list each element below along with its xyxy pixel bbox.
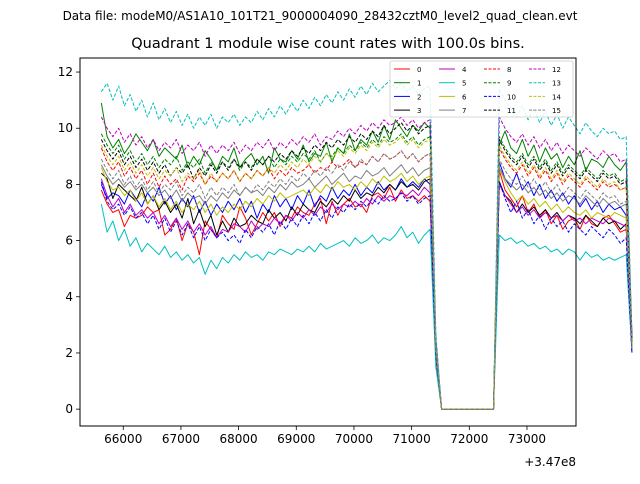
legend-label-3: 3 — [417, 107, 421, 115]
series-line-6 — [100, 167, 633, 410]
y-tick-label: 10 — [58, 121, 73, 135]
series-line-15 — [100, 150, 633, 410]
legend-label-9: 9 — [507, 80, 511, 88]
series-line-10 — [100, 181, 633, 410]
x-tick-label: 66000 — [104, 432, 142, 446]
series-line-0 — [100, 169, 633, 410]
legend-box — [389, 60, 574, 118]
chart-title: Quadrant 1 module wise count rates with … — [131, 36, 525, 52]
x-offset-label: +3.47e8 — [524, 455, 576, 469]
x-tick-label: 70000 — [335, 432, 373, 446]
legend-label-15: 15 — [552, 107, 561, 115]
y-tick-label: 12 — [58, 65, 73, 79]
series-line-4 — [100, 178, 633, 410]
suptitle: Data file: modeM0/AS1A10_101T21_90000040… — [63, 9, 578, 23]
legend-label-14: 14 — [552, 93, 561, 101]
series-line-1 — [100, 102, 633, 410]
legend-label-0: 0 — [417, 66, 421, 74]
x-tick-label: 67000 — [162, 432, 200, 446]
plot-lines — [100, 79, 633, 410]
series-line-3 — [100, 172, 633, 410]
series-line-7 — [100, 164, 633, 410]
legend-label-7: 7 — [462, 107, 466, 115]
series-line-11 — [100, 122, 633, 410]
y-tick-label: 0 — [65, 402, 73, 416]
legend-label-8: 8 — [507, 66, 511, 74]
series-line-5 — [100, 203, 633, 410]
series-line-9 — [100, 133, 633, 410]
y-tick-label: 6 — [65, 234, 73, 248]
y-tick-label: 2 — [65, 346, 73, 360]
x-tick-label: 69000 — [277, 432, 315, 446]
x-tick-label: 68000 — [220, 432, 258, 446]
x-axis: 66000 67000 68000 69000 70000 71000 72000 73000 — [104, 426, 546, 446]
legend-label-12: 12 — [552, 66, 561, 74]
x-tick-label: 72000 — [450, 432, 488, 446]
plot-frame — [79, 57, 577, 427]
legend-label-2: 2 — [417, 93, 421, 101]
legend-label-5: 5 — [462, 80, 466, 88]
legend-label-6: 6 — [462, 93, 467, 101]
x-tick-label: 71000 — [393, 432, 431, 446]
legend-label-13: 13 — [552, 80, 561, 88]
y-axis: 0 2 4 6 8 10 12 — [58, 65, 80, 416]
legend-label-11: 11 — [507, 107, 516, 115]
x-tick-label: 73000 — [508, 432, 546, 446]
y-tick-label: 8 — [65, 177, 73, 191]
y-tick-label: 4 — [65, 290, 73, 304]
legend-label-1: 1 — [417, 80, 421, 88]
legend-label-4: 4 — [462, 66, 467, 74]
series-line-14 — [100, 136, 633, 410]
legend-label-10: 10 — [507, 93, 516, 101]
